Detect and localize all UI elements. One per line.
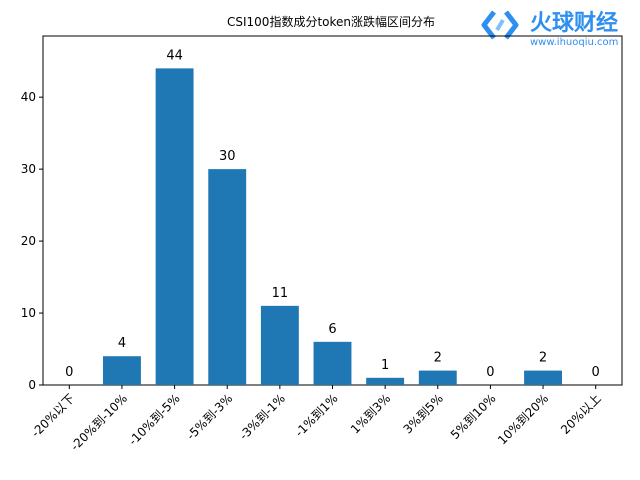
bar-value-label: 0	[592, 365, 600, 380]
y-tick-label: 30	[21, 162, 36, 176]
bar-value-label: 2	[539, 351, 547, 366]
bar-value-label: 30	[219, 149, 236, 164]
bar	[260, 305, 299, 385]
bar	[313, 341, 352, 385]
x-tick-label: 1%到3%	[348, 391, 393, 436]
x-tick-label: 10%到20%	[495, 391, 551, 447]
x-tick-label: 5%到10%	[448, 391, 499, 442]
y-tick-label: 0	[28, 378, 36, 392]
x-tick-label: -1%到1%	[292, 391, 340, 439]
bar-value-label: 0	[65, 365, 73, 380]
y-tick-label: 10	[21, 306, 36, 320]
bar	[524, 370, 562, 385]
bar-value-label: 0	[486, 365, 494, 380]
x-tick-label: -3%到-1%	[237, 391, 288, 442]
bar-value-label: 44	[166, 48, 183, 63]
y-tick-label: 20	[21, 234, 36, 248]
bar	[208, 169, 247, 385]
plot-area: 0102030400-20%以下4-20%到-10%44-10%到-5%30-5…	[21, 35, 623, 453]
bar	[155, 68, 194, 386]
x-tick-label: 3%到5%	[401, 391, 446, 436]
x-tick-label: -10%到-5%	[126, 391, 183, 448]
bar-value-label: 2	[434, 351, 442, 366]
bar	[418, 370, 457, 385]
bar	[103, 356, 141, 385]
bar-value-label: 11	[272, 286, 289, 301]
watermark-brand: 火球财经	[530, 10, 618, 36]
watermark: 火球财经 www.ihuoqiu.com	[481, 10, 618, 48]
x-tick-label: -20%以下	[29, 391, 78, 440]
x-tick-label: -5%到-3%	[184, 391, 235, 442]
watermark-url: www.ihuoqiu.com	[530, 37, 618, 48]
x-tick-label: 20%以上	[558, 391, 604, 437]
y-tick-label: 40	[21, 90, 36, 104]
bar-value-label: 6	[328, 322, 336, 337]
bar-value-label: 4	[118, 336, 126, 351]
bar-value-label: 1	[381, 358, 389, 373]
watermark-logo-icon	[481, 10, 519, 40]
chart-title: CSI100指数成分token涨跌幅区间分布	[227, 14, 435, 29]
x-tick-label: -20%到-10%	[68, 391, 130, 453]
bar	[366, 377, 405, 385]
